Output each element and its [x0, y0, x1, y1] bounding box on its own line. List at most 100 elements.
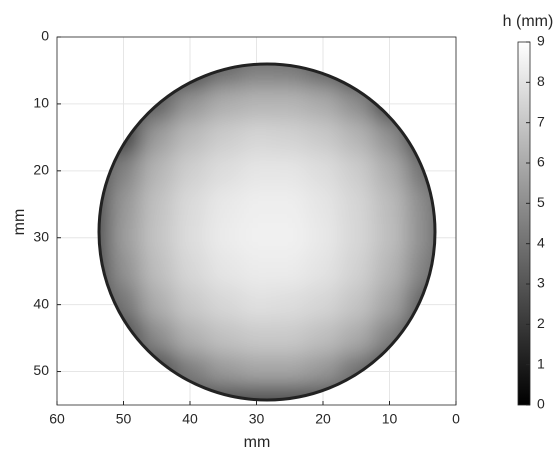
x-tick-label: 50	[116, 411, 132, 427]
cell	[239, 153, 274, 189]
cell	[172, 253, 208, 289]
cell	[106, 187, 141, 222]
x-tick-label: 60	[49, 411, 65, 427]
cell	[206, 86, 241, 122]
cell	[239, 187, 274, 222]
cell	[372, 187, 407, 222]
cell	[272, 153, 307, 189]
cell	[139, 220, 174, 255]
cell	[272, 120, 307, 155]
cell	[305, 187, 341, 222]
cell	[139, 120, 174, 155]
cell	[339, 220, 374, 255]
cell	[239, 63, 274, 88]
cell	[172, 120, 208, 155]
cell	[339, 253, 374, 289]
plot-frame	[56, 36, 457, 406]
cell	[139, 320, 174, 356]
cell	[372, 153, 407, 189]
cell	[206, 187, 241, 222]
colorbar-tick-label: 6	[537, 154, 545, 170]
cell	[339, 187, 374, 222]
cell	[372, 120, 407, 155]
colorbar-tick-label: 7	[537, 113, 545, 129]
cell	[172, 320, 208, 356]
colorbar-tick-label: 4	[537, 234, 545, 250]
cell	[172, 86, 208, 122]
cell	[239, 220, 274, 255]
colorbar-tick-label: 2	[537, 315, 545, 331]
colorbar-tick-label: 9	[537, 33, 545, 49]
colorbar-tick-label: 1	[537, 355, 545, 371]
cell	[239, 86, 274, 122]
cell	[305, 253, 341, 289]
y-tick-label: 30	[33, 228, 49, 244]
cell	[339, 320, 374, 356]
cell	[206, 287, 241, 322]
cell	[139, 187, 174, 222]
cell	[372, 220, 407, 255]
y-tick-label: 0	[41, 28, 49, 44]
cell	[372, 287, 407, 322]
x-tick-label: 20	[315, 411, 331, 427]
cell	[239, 354, 274, 389]
y-axis-label: mm	[11, 209, 28, 236]
cell	[206, 120, 241, 155]
x-axis-label: mm	[244, 434, 271, 451]
colorbar-tick-label: 3	[537, 275, 545, 291]
cell	[239, 287, 274, 322]
cell	[139, 253, 174, 289]
cell	[172, 187, 208, 222]
cell	[239, 320, 274, 356]
cell	[239, 253, 274, 289]
cell	[305, 120, 341, 155]
x-tick-label: 40	[182, 411, 198, 427]
cell	[339, 153, 374, 189]
disc-rim	[97, 62, 437, 402]
cell	[272, 63, 307, 88]
x-tick-label: 10	[382, 411, 398, 427]
axes: 60 50 40 30 20 10 0 0 10 20 30 40 50	[33, 28, 460, 427]
x-tick-label: 0	[452, 411, 460, 427]
cell	[272, 354, 307, 389]
cell	[206, 220, 241, 255]
cell	[206, 253, 241, 289]
cell	[106, 220, 141, 255]
cell	[405, 253, 436, 289]
cell	[339, 287, 374, 322]
x-tick-label: 30	[249, 411, 265, 427]
cells	[106, 63, 436, 389]
cell	[139, 287, 174, 322]
cell	[206, 153, 241, 189]
cell	[139, 153, 174, 189]
colorbar-label: h (mm)	[503, 13, 554, 30]
cell	[272, 253, 307, 289]
cell	[172, 220, 208, 255]
cell	[206, 320, 241, 356]
cell	[305, 354, 341, 389]
surface	[98, 63, 436, 401]
y-tick-label: 20	[33, 162, 49, 178]
cell	[305, 287, 341, 322]
cell	[305, 320, 341, 356]
cell	[339, 86, 374, 122]
y-tick-label: 50	[33, 362, 49, 378]
cell	[339, 120, 374, 155]
cell	[206, 354, 241, 389]
cell	[272, 287, 307, 322]
cell	[172, 153, 208, 189]
cell	[172, 287, 208, 322]
colorbar-tick-label: 0	[537, 396, 545, 412]
colorbar-tick-label: 5	[537, 194, 545, 210]
cell	[305, 86, 341, 122]
cell	[239, 120, 274, 155]
cell	[272, 220, 307, 255]
cell	[272, 86, 307, 122]
cell	[305, 220, 341, 255]
cell	[305, 153, 341, 189]
y-tick-label: 40	[33, 295, 49, 311]
cell	[106, 253, 141, 289]
colorbar-tick-label: 8	[537, 73, 545, 89]
cell	[272, 320, 307, 356]
